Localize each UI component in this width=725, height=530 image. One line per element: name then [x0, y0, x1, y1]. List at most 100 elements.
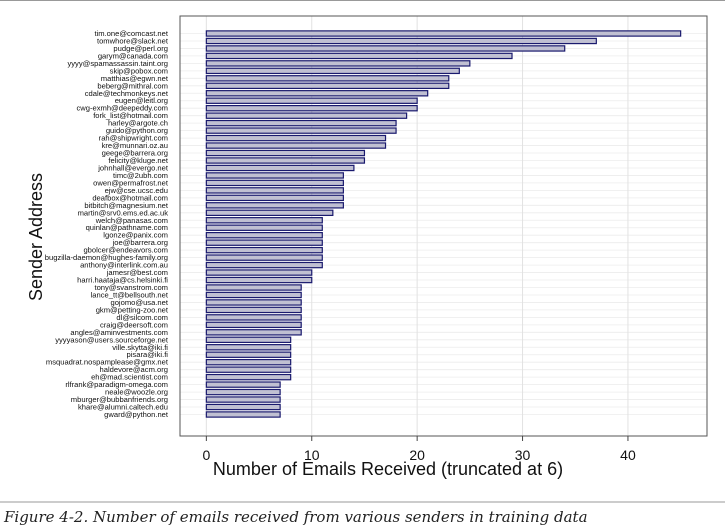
y-tick-label: gkm@petting-zoo.net: [96, 305, 169, 314]
y-tick-label: gbolcer@endeavors.com: [83, 246, 168, 255]
bar: [205, 142, 387, 149]
bar: [205, 306, 302, 314]
bar: [205, 231, 323, 239]
bar: [205, 119, 397, 127]
bar: [205, 269, 313, 276]
bar: [205, 90, 429, 97]
bar: [205, 149, 366, 157]
y-tick-label: jamesr@best.com: [106, 268, 168, 277]
y-tick-label: tony@svanstrom.com: [94, 283, 168, 292]
y-tick-label: khare@alumni.caltech.edu: [78, 403, 168, 412]
bar: [205, 127, 397, 134]
y-tick-label: harley@argote.ch: [108, 119, 168, 128]
bar: [205, 172, 344, 179]
y-tick-label: johnhall@evergo.net: [97, 163, 169, 172]
y-tick-label: guido@python.org: [106, 126, 168, 135]
bar: [205, 373, 292, 381]
bar: [205, 60, 471, 67]
bar: [205, 179, 344, 187]
bar: [205, 246, 323, 254]
y-tick-label: matthias@egwn.net: [101, 74, 169, 83]
bar: [205, 134, 387, 142]
y-tick-label: anthony@interlink.com.au: [80, 261, 168, 270]
y-tick-label: geege@barrera.org: [102, 149, 168, 158]
y-tick-label: pudge@perl.org: [113, 44, 168, 53]
bar: [205, 284, 302, 291]
bar: [205, 112, 408, 119]
y-tick-label: ville.skytta@iki.fi: [112, 343, 168, 352]
bar: [205, 52, 513, 60]
x-tick-label: 30: [515, 447, 531, 463]
bar: [205, 217, 323, 224]
bar: [205, 209, 334, 217]
y-tick-label: dl@silcom.com: [116, 313, 168, 322]
bar: [205, 224, 323, 231]
bar: [205, 97, 418, 104]
y-tick-label: lance_tt@bellsouth.net: [91, 290, 169, 299]
figure-caption: Figure 4-2. Number of emails received fr…: [4, 508, 588, 526]
x-tick-label: 0: [202, 447, 210, 463]
y-tick-label: rah@shipwright.com: [99, 134, 168, 143]
bar: [205, 254, 323, 261]
y-tick-label: gward@python.net: [104, 410, 169, 419]
top-border-line: [0, 0, 725, 1]
y-tick-label: owen@permafrost.net: [93, 178, 169, 187]
bar: [205, 37, 597, 45]
y-tick-label: beberg@mithral.com: [97, 81, 168, 90]
y-tick-label: msquadrat.nospamplease@gmx.net: [46, 358, 169, 367]
bar: [205, 30, 682, 37]
y-tick-label: cwg-exmh@deepeddy.com: [76, 104, 168, 113]
y-tick-label: craig@deersoft.com: [100, 320, 168, 329]
y-tick-label: gojomo@usa.net: [110, 298, 168, 307]
bar: [205, 276, 313, 284]
bar: [205, 194, 344, 202]
bar: [205, 75, 450, 82]
bar: [205, 388, 281, 396]
bar: [205, 299, 302, 306]
bar: [205, 351, 292, 358]
y-tick-label: garym@canada.com: [98, 51, 168, 60]
y-tick-label: welch@panasas.com: [95, 216, 168, 225]
bar: [205, 164, 355, 172]
bar: [205, 67, 460, 75]
y-tick-label: bugzilla-daemon@hughes-family.org: [45, 253, 168, 262]
y-tick-label: tim.one@comcast.net: [94, 29, 168, 38]
bar: [205, 411, 281, 418]
y-tick-label: rlfrank@paradigm-omega.com: [65, 380, 168, 389]
bar: [205, 104, 418, 112]
y-tick-label: pisara@iki.fi: [127, 350, 169, 359]
bar: [205, 336, 292, 344]
bar: [205, 187, 344, 194]
y-tick-label: kre@munnari.oz.au: [102, 141, 168, 150]
y-tick-label: bitbitch@magnesium.net: [84, 201, 169, 210]
y-tick-label: martin@srv0.ems.ed.ac.uk: [78, 208, 169, 217]
y-tick-label: fork_list@hotmail.com: [93, 111, 168, 120]
x-axis-title: Number of Emails Received (truncated at …: [213, 459, 563, 479]
bar: [205, 314, 302, 321]
bar: [205, 239, 323, 246]
y-tick-label: cdale@techmonkeys.net: [85, 89, 169, 98]
y-tick-label: angles@aminvestments.com: [70, 328, 168, 337]
y-tick-label: eugen@leitl.org: [115, 96, 168, 105]
bar: [205, 366, 292, 373]
y-tick-label: skip@pobox.com: [110, 66, 168, 75]
bar: [205, 329, 302, 336]
bar: [205, 396, 281, 403]
y-tick-label: mburger@bubbanfriends.org: [71, 395, 168, 404]
bar: [205, 291, 302, 299]
y-tick-label: yyyyason@users.sourceforge.net: [55, 335, 169, 344]
bar: [205, 344, 292, 351]
x-tick-label: 40: [620, 447, 636, 463]
y-tick-label: timc@2ubh.com: [113, 171, 168, 180]
bar: [205, 82, 450, 90]
y-axis-title: Sender Address: [26, 173, 46, 301]
y-tick-label: tomwhore@slack.net: [97, 36, 169, 45]
plot-panel-border: [179, 15, 708, 437]
bar: [205, 45, 566, 52]
x-tick-label: 20: [409, 447, 425, 463]
y-tick-label: joe@barrera.org: [112, 238, 168, 247]
bar: [205, 381, 281, 388]
y-tick-label: eh@mad.scientist.com: [91, 373, 168, 382]
x-tick-label: 10: [304, 447, 320, 463]
bar: [205, 261, 323, 269]
